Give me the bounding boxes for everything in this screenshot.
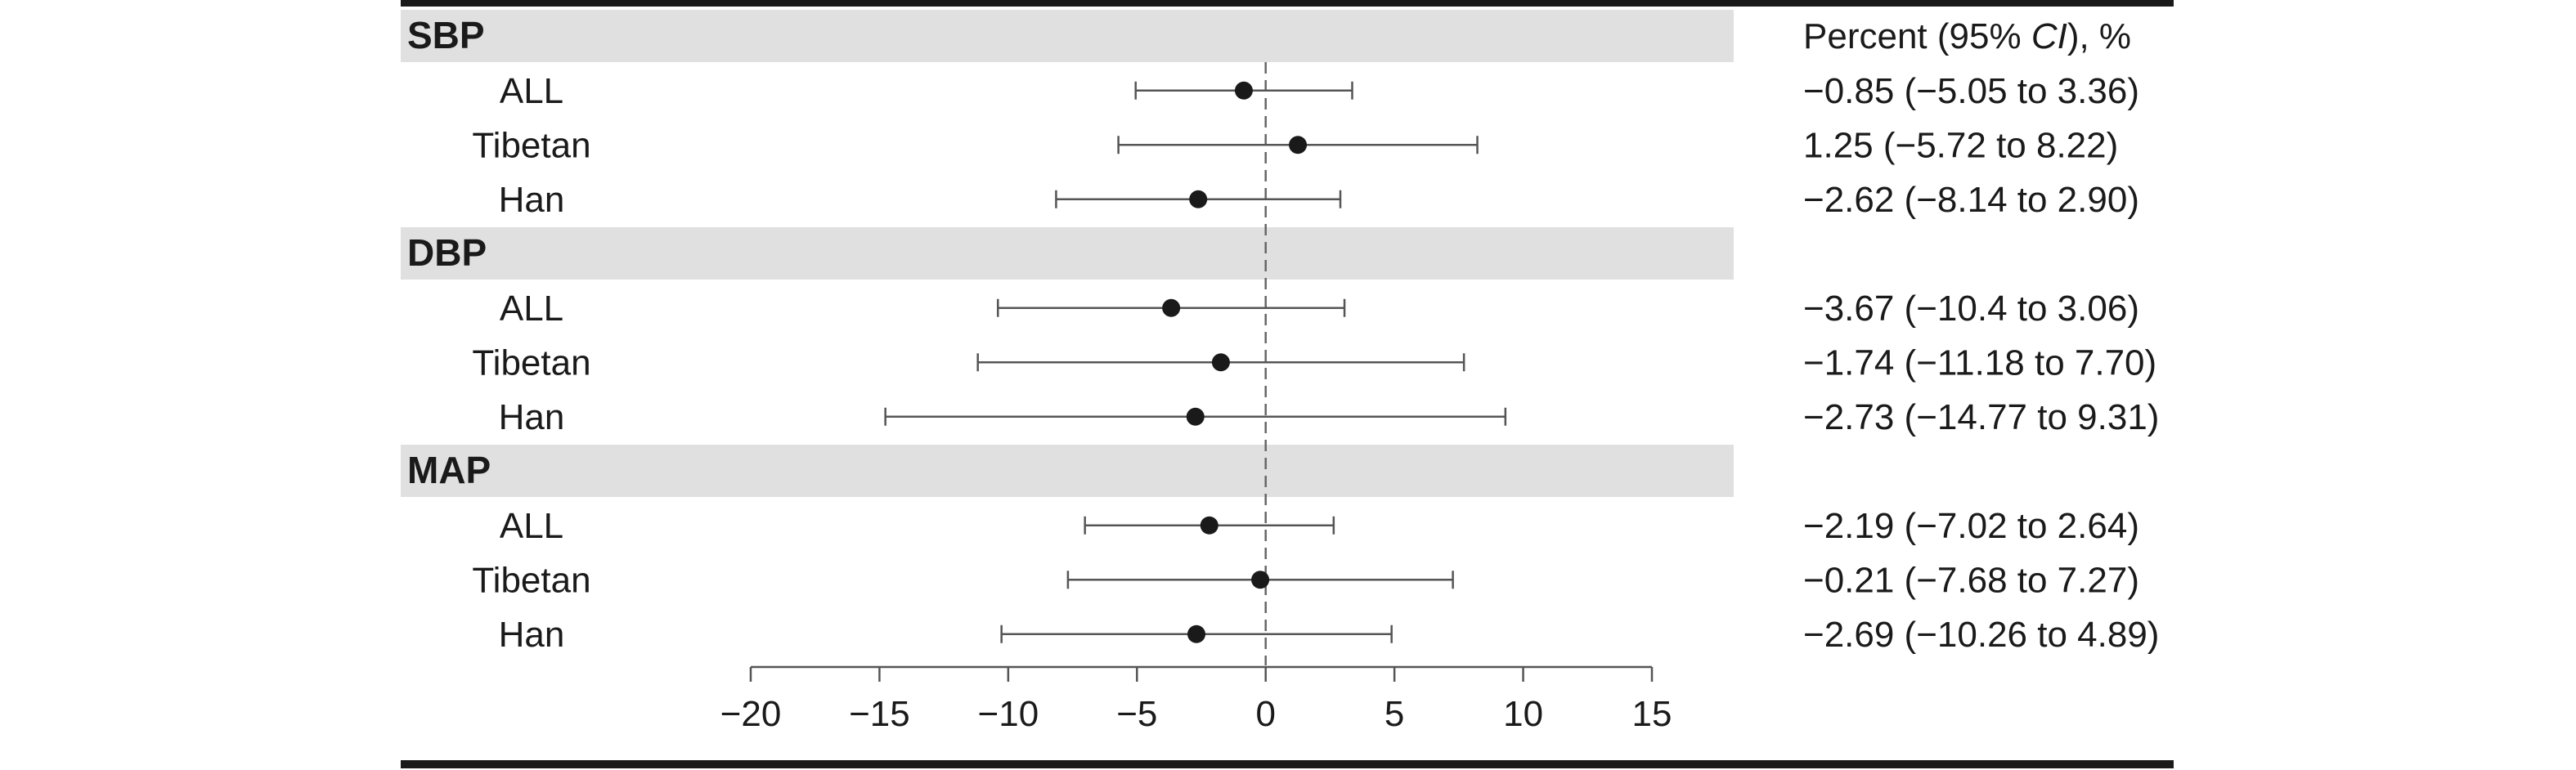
group-title-sbp: SBP xyxy=(407,14,485,56)
ci-text-dbp-all: −3.67 (−10.4 to 3.06) xyxy=(1803,289,2139,329)
point-estimate-map-han xyxy=(1187,625,1206,643)
group-band-sbp xyxy=(401,10,1734,62)
x-tick-label-1: −15 xyxy=(849,694,910,734)
top-rule xyxy=(401,0,2174,7)
bottom-rule xyxy=(401,760,2174,768)
point-estimate-dbp-all xyxy=(1162,298,1181,317)
x-tick-label-2: −10 xyxy=(978,694,1039,734)
ci-text-dbp-han: −2.73 (−14.77 to 9.31) xyxy=(1803,397,2159,437)
ci-text-dbp-tibetan: −1.74 (−11.18 to 7.70) xyxy=(1803,342,2156,383)
ci-text-map-all: −2.19 (−7.02 to 2.64) xyxy=(1803,506,2139,546)
point-estimate-dbp-han xyxy=(1186,407,1205,426)
point-estimate-dbp-tibetan xyxy=(1211,353,1230,372)
row-label-map-all: ALL xyxy=(500,506,563,546)
point-estimate-sbp-tibetan xyxy=(1289,136,1308,154)
ci-text-sbp-tibetan: 1.25 (−5.72 to 8.22) xyxy=(1803,125,2118,165)
ci-text-sbp-all: −0.85 (−5.05 to 3.36) xyxy=(1803,71,2139,111)
group-band-dbp xyxy=(401,227,1734,280)
row-label-sbp-tibetan: Tibetan xyxy=(472,125,590,165)
ci-text-map-tibetan: −0.21 (−7.68 to 7.27) xyxy=(1803,560,2139,600)
x-tick-label-3: −5 xyxy=(1116,694,1157,734)
x-tick-label-4: 0 xyxy=(1255,694,1275,734)
row-label-dbp-han: Han xyxy=(499,397,565,437)
row-label-map-tibetan: Tibetan xyxy=(472,560,590,600)
row-label-sbp-han: Han xyxy=(499,180,565,220)
x-tick-label-7: 15 xyxy=(1632,694,1672,734)
point-estimate-sbp-han xyxy=(1189,190,1208,208)
group-band-map xyxy=(401,445,1734,497)
x-tick-label-6: 10 xyxy=(1503,694,1543,734)
ci-text-sbp-han: −2.62 (−8.14 to 2.90) xyxy=(1803,180,2139,220)
x-tick-label-0: −20 xyxy=(720,694,782,734)
row-label-sbp-all: ALL xyxy=(500,71,563,111)
row-label-dbp-tibetan: Tibetan xyxy=(472,342,590,383)
x-tick-label-5: 5 xyxy=(1384,694,1404,734)
group-title-dbp: DBP xyxy=(407,231,487,274)
group-title-map: MAP xyxy=(407,449,491,491)
point-estimate-map-tibetan xyxy=(1251,571,1270,589)
row-label-map-han: Han xyxy=(499,615,565,655)
ci-column-header: Percent (95% CI), % xyxy=(1803,16,2131,56)
row-label-dbp-all: ALL xyxy=(500,289,563,329)
ci-text-map-han: −2.69 (−10.26 to 4.89) xyxy=(1803,615,2159,655)
point-estimate-sbp-all xyxy=(1234,81,1253,100)
point-estimate-map-all xyxy=(1200,516,1218,535)
